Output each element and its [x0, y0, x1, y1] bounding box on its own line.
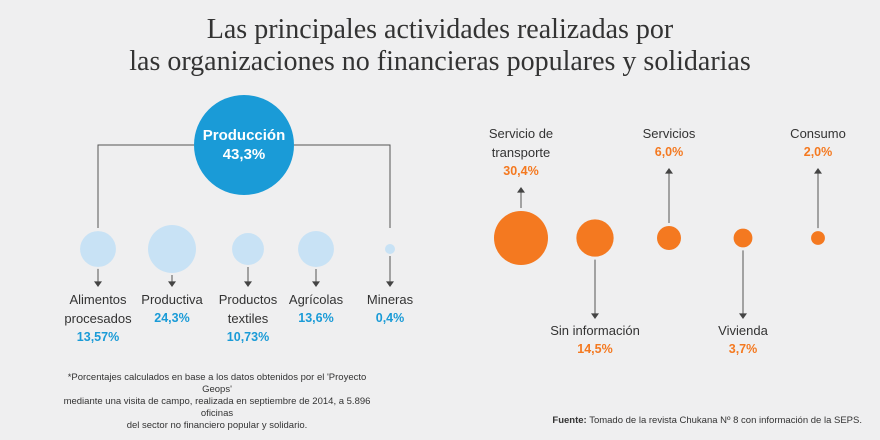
- label-consumo: Consumo 2,0%: [790, 124, 846, 162]
- bubble-productiva: [148, 225, 196, 273]
- bracket-right-line: [294, 144, 391, 228]
- source-text: Tomado de la revista Chukana Nº 8 con in…: [589, 415, 862, 426]
- label-mineras: Mineras 0,4%: [367, 290, 413, 328]
- label-sin-informacion-value: 14,5%: [577, 342, 613, 356]
- main-bubble-value: 43,3%: [222, 146, 266, 163]
- source-label: Fuente:: [552, 415, 587, 426]
- label-productos-textiles-text-2: textiles: [227, 311, 269, 326]
- label-servicio-de-transporte-text-1: Servicio de: [488, 126, 554, 141]
- footnote-line-2: mediante una visita de campo, realizada …: [63, 396, 371, 419]
- label-servicios: Servicios 6,0%: [643, 124, 696, 162]
- source-note: Fuente: Tomado de la revista Chukana Nº …: [552, 415, 862, 426]
- bubble-vivienda: [733, 228, 753, 248]
- bubble-consumo: [811, 231, 825, 245]
- bubble-productos-textiles: [232, 233, 264, 265]
- label-alimentos-procesados-text-1: Alimentos: [69, 292, 127, 307]
- chart-title: Las principales actividades realizadas p…: [0, 14, 880, 78]
- arrow-consumo: [814, 168, 822, 174]
- label-servicio-de-transporte: Servicio de transporte 30,4%: [489, 124, 553, 181]
- arrow-servicio-de-transporte: [517, 187, 525, 193]
- label-vivienda-text-1: Vivienda: [718, 323, 768, 338]
- label-vivienda: Vivienda 3,7%: [718, 321, 768, 359]
- label-alimentos-procesados-text-2: procesados: [64, 311, 132, 326]
- label-agricolas-value: 13,6%: [298, 311, 334, 325]
- arrow-mineras: [386, 281, 394, 287]
- bracket-left-line: [97, 144, 194, 228]
- label-alimentos-procesados: Alimentos procesados 13,57%: [64, 290, 131, 347]
- arrow-alimentos-procesados: [94, 281, 102, 287]
- bubble-alimentos-procesados: [80, 231, 116, 267]
- label-sin-informacion: Sin información 14,5%: [550, 321, 640, 359]
- footnote-line-3: del sector no financiero popular y solid…: [126, 420, 308, 431]
- main-bubble-label: Producción: [202, 127, 286, 144]
- bubble-agricolas: [298, 231, 334, 267]
- label-agricolas: Agrícolas 13,6%: [289, 290, 343, 328]
- arrow-servicios: [665, 168, 673, 174]
- main-bubble-produccion: Producción 43,3%: [194, 95, 294, 195]
- bubble-servicios: [657, 226, 681, 250]
- label-productiva-value: 24,3%: [154, 311, 190, 325]
- label-consumo-value: 2,0%: [803, 145, 833, 159]
- label-consumo-text-1: Consumo: [790, 126, 846, 141]
- arrow-vivienda: [739, 313, 747, 319]
- bubble-mineras: [385, 244, 395, 254]
- arrow-sin-informacion: [591, 313, 599, 319]
- label-productos-textiles: Productos textiles 10,73%: [219, 290, 278, 347]
- label-vivienda-value: 3,7%: [728, 342, 758, 356]
- label-productiva-text-1: Productiva: [141, 292, 203, 307]
- arrow-productiva: [168, 281, 176, 287]
- label-mineras-value: 0,4%: [375, 311, 405, 325]
- label-productos-textiles-text-1: Productos: [218, 292, 278, 307]
- label-servicio-de-transporte-text-2: transporte: [491, 145, 551, 160]
- footnote-line-1: *Porcentajes calculados en base a los da…: [67, 372, 367, 395]
- label-alimentos-procesados-value: 13,57%: [76, 330, 120, 344]
- label-servicio-de-transporte-value: 30,4%: [503, 164, 539, 178]
- title-line-2: las organizaciones no financieras popula…: [129, 46, 751, 77]
- label-agricolas-text-1: Agrícolas: [288, 292, 344, 307]
- label-sin-informacion-text-1: Sin información: [550, 323, 640, 338]
- arrow-agricolas: [312, 281, 320, 287]
- label-servicios-text-1: Servicios: [642, 126, 696, 141]
- bubble-servicio-de-transporte: [494, 211, 548, 265]
- title-line-1: Las principales actividades realizadas p…: [206, 14, 674, 45]
- footnote: *Porcentajes calculados en base a los da…: [52, 372, 382, 432]
- label-mineras-text-1: Mineras: [366, 292, 414, 307]
- label-productiva: Productiva 24,3%: [141, 290, 202, 328]
- arrow-productos-textiles: [244, 281, 252, 287]
- bubble-sin-informacion: [576, 219, 614, 257]
- label-productos-textiles-value: 10,73%: [226, 330, 270, 344]
- label-servicios-value: 6,0%: [654, 145, 684, 159]
